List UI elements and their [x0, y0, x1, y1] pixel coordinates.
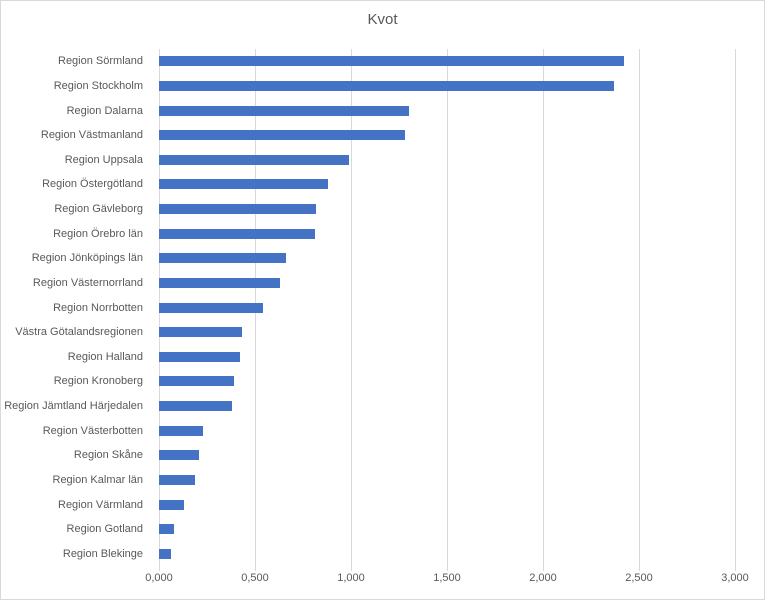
bar-row — [159, 443, 735, 468]
gridline — [447, 49, 448, 571]
bar — [159, 425, 204, 436]
gridline — [351, 49, 352, 571]
bar-row — [159, 221, 735, 246]
bar — [159, 548, 171, 559]
bar-row — [159, 394, 735, 419]
bar-row — [159, 123, 735, 148]
x-axis-tick-label: 1,000 — [337, 572, 365, 584]
x-axis-tick-label: 0,000 — [145, 572, 173, 584]
bar — [159, 154, 350, 165]
bar-row — [159, 98, 735, 123]
x-axis-tick-label: 0,500 — [241, 572, 269, 584]
category-label: Region Skåne — [73, 449, 143, 462]
gridline — [543, 49, 544, 571]
bar — [159, 327, 242, 338]
plot-area — [159, 49, 736, 571]
gridline — [735, 49, 736, 571]
x-axis-tick-label: 1,500 — [433, 572, 461, 584]
category-label: Region Gotland — [66, 523, 143, 536]
bar — [159, 450, 200, 461]
category-label: Region Stockholm — [53, 79, 143, 92]
category-label: Region Västernorrland — [32, 276, 143, 289]
bar-row — [159, 148, 735, 173]
category-label: Västra Götalandsregionen — [15, 326, 143, 339]
category-label: Region Västmanland — [40, 129, 143, 142]
category-label: Region Kalmar län — [52, 473, 144, 486]
bar — [159, 351, 240, 362]
bar-row — [159, 197, 735, 222]
bar — [159, 524, 175, 535]
category-label: Region Dalarna — [66, 104, 143, 117]
bar-row — [159, 49, 735, 74]
bar — [159, 499, 184, 510]
bar — [159, 130, 405, 141]
bar — [159, 302, 263, 313]
bar — [159, 277, 280, 288]
category-label: Region Halland — [67, 350, 143, 363]
gridline — [639, 49, 640, 571]
bar — [159, 56, 624, 67]
category-label: Region Östergötland — [42, 178, 143, 191]
bar — [159, 105, 409, 116]
bar-row — [159, 542, 735, 567]
category-label: Region Kronoberg — [53, 375, 143, 388]
bar-row — [159, 172, 735, 197]
category-label: Region Gävleborg — [54, 203, 143, 216]
category-label: Region Sörmland — [58, 55, 143, 68]
x-axis-tick-label: 3,000 — [721, 572, 749, 584]
category-label: Region Blekinge — [62, 547, 143, 560]
category-labels: Region Sörmland Region Stockholm Region Da… — [1, 49, 151, 566]
category-label: Region Jönköpings län — [31, 252, 143, 265]
bar-row — [159, 345, 735, 370]
bar-row — [159, 418, 735, 443]
bar-row — [159, 74, 735, 99]
x-axis-labels: 0,000 0,500 1,000 1,500 2,000 2,500 3,000 — [145, 572, 749, 586]
category-label: Region Örebro län — [53, 227, 143, 240]
bar-row — [159, 320, 735, 345]
bar-row — [159, 271, 735, 296]
bar-row — [159, 369, 735, 394]
bar — [159, 179, 328, 190]
bar — [159, 80, 615, 91]
bar — [159, 253, 286, 264]
bar-row — [159, 517, 735, 542]
bar — [159, 474, 196, 485]
category-label: Region Uppsala — [64, 153, 143, 166]
chart-title: Kvot — [367, 11, 398, 28]
category-label: Region Jämtland Härjedalen — [4, 400, 143, 413]
bar-row — [159, 468, 735, 493]
bar-row — [159, 492, 735, 517]
x-axis-tick-label: 2,500 — [625, 572, 653, 584]
bar — [159, 376, 234, 387]
bar-row — [159, 246, 735, 271]
x-axis-tick-label: 2,000 — [529, 572, 557, 584]
category-label: Region Norrbotten — [53, 301, 143, 314]
category-label: Region Västerbotten — [42, 424, 143, 437]
bar — [159, 401, 232, 412]
bar — [159, 228, 315, 239]
category-label: Region Värmland — [58, 498, 143, 511]
bars — [159, 49, 735, 566]
bar-row — [159, 295, 735, 320]
bar — [159, 204, 317, 215]
